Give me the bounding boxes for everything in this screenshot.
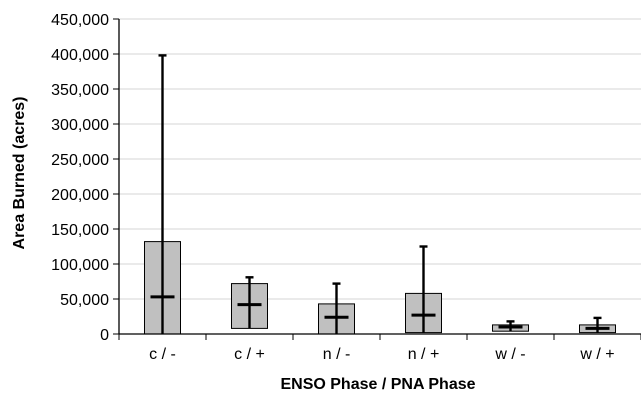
y-tick-label: 100,000 [51, 257, 109, 274]
y-tick-label: 0 [100, 327, 109, 344]
y-tick-label: 200,000 [51, 187, 109, 204]
grid-lines [119, 18, 641, 300]
y-tick-label: 50,000 [60, 292, 109, 309]
axes [113, 18, 641, 340]
y-tick-label: 250,000 [51, 152, 109, 169]
boxes [144, 54, 616, 335]
x-tick-label: n / + [408, 346, 440, 363]
y-tick-label: 150,000 [51, 222, 109, 239]
x-tick-label: n / - [323, 346, 351, 363]
x-tick-label: c / + [234, 346, 265, 363]
x-tick-label: c / - [149, 346, 176, 363]
y-tick-labels: 0 50,000 100,000 150,000 200,000 250,000 300,0… [51, 12, 109, 344]
y-axis-title: Area Burned (acres) [11, 97, 28, 250]
x-tick-labels: c / - c / + n / - n / + w / - w / + [149, 346, 614, 363]
x-axis-title: ENSO Phase / PNA Phase [280, 376, 475, 393]
y-tick-label: 300,000 [51, 117, 109, 134]
x-tick-label: w / + [579, 346, 614, 363]
y-tick-label: 350,000 [51, 82, 109, 99]
x-tick-label: w / - [494, 346, 525, 363]
y-tick-label: 450,000 [51, 12, 109, 29]
y-tick-label: 400,000 [51, 47, 109, 64]
